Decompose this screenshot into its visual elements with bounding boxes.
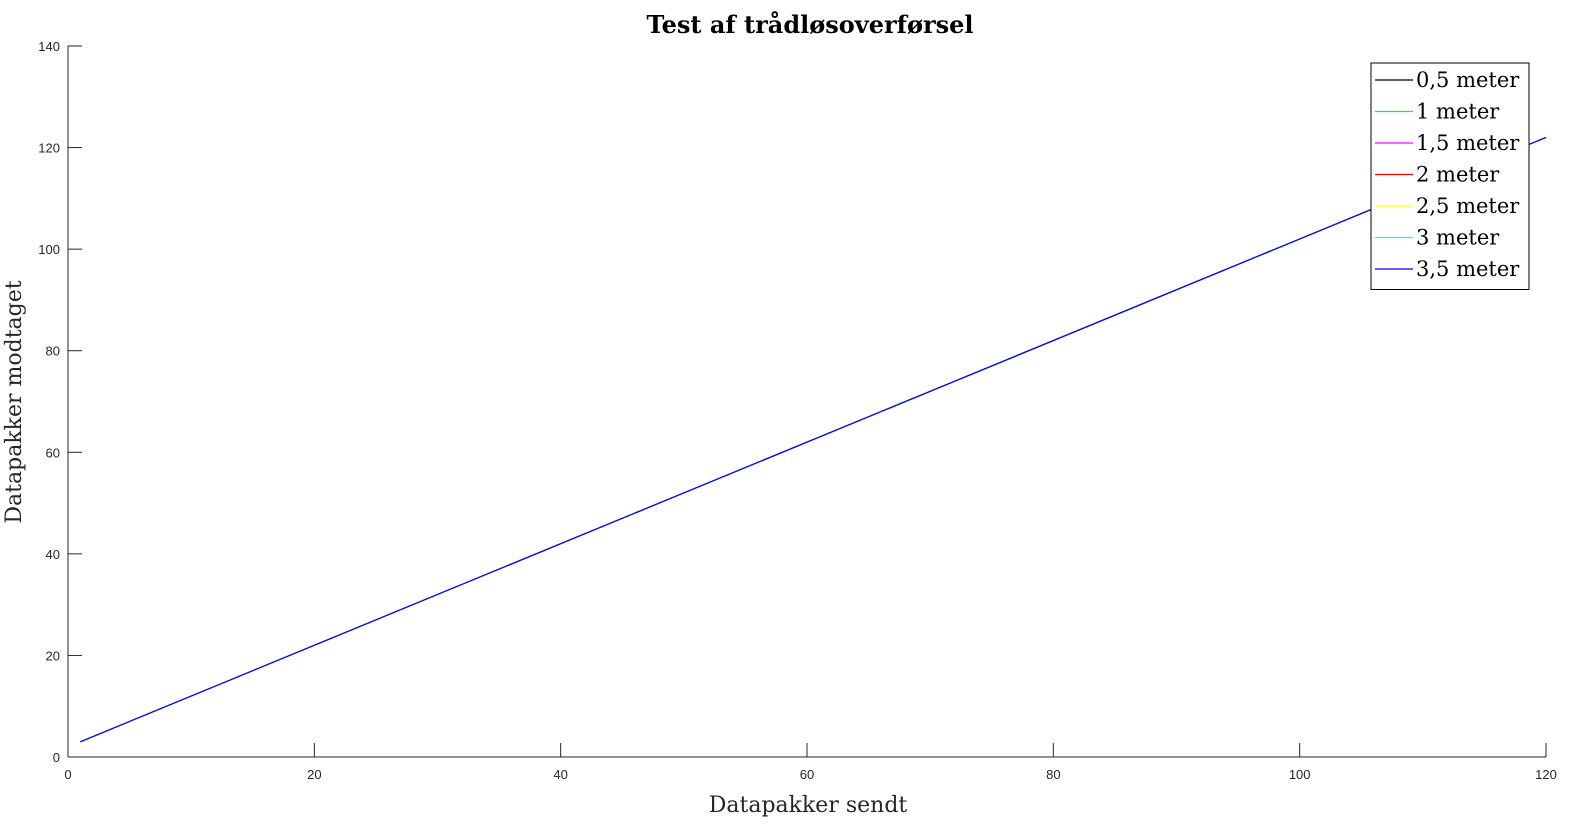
legend-label: 2 meter <box>1416 163 1500 187</box>
y-tick-label: 120 <box>38 141 60 156</box>
y-tick-label: 140 <box>38 39 60 54</box>
y-axis-title: Datapakker modtaget <box>2 280 27 523</box>
y-tick-label: 80 <box>46 344 60 359</box>
y-tick-label: 0 <box>53 750 60 765</box>
y-tick-label: 40 <box>46 547 60 562</box>
x-tick-label: 20 <box>307 767 321 782</box>
legend: 0,5 meter 1 meter 1,5 meter 2 meter 2,5 mete… <box>1370 62 1530 290</box>
x-tick-label: 100 <box>1289 767 1311 782</box>
x-tick-label: 40 <box>553 767 567 782</box>
x-tick-label: 0 <box>64 767 71 782</box>
legend-label: 3 meter <box>1416 226 1500 250</box>
y-tick-label: 60 <box>46 445 60 460</box>
axes: 0 20 40 60 80 100 120 0 20 40 60 80 100 120 140 <box>38 39 1557 782</box>
x-tick-label: 60 <box>800 767 814 782</box>
legend-box <box>1370 62 1530 290</box>
plot-lines <box>80 136 1547 743</box>
y-tick-label: 100 <box>38 242 60 257</box>
y-tick-label: 20 <box>46 648 60 663</box>
legend-label: 0,5 meter <box>1416 68 1520 92</box>
x-tick-label: 80 <box>1046 767 1060 782</box>
legend-label: 1 meter <box>1416 100 1500 124</box>
series-line <box>80 136 1547 743</box>
legend-label: 3,5 meter <box>1416 257 1520 281</box>
legend-label: 1,5 meter <box>1416 131 1520 155</box>
x-axis-title: Datapakker sendt <box>709 793 908 818</box>
chart-title: Test af trådløsoverførsel <box>647 10 974 39</box>
x-tick-label: 120 <box>1535 767 1557 782</box>
legend-label: 2,5 meter <box>1416 194 1520 218</box>
